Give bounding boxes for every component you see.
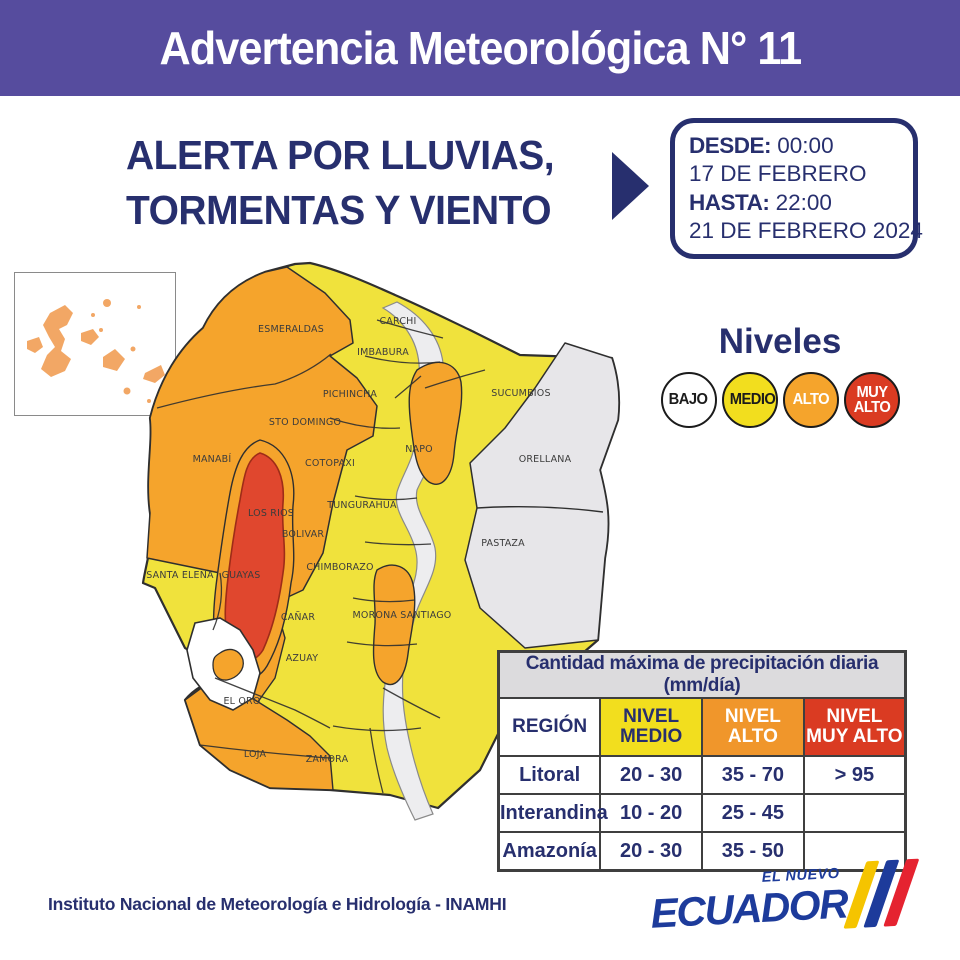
table-title: Cantidad máxima de precipitación diaria … [497, 650, 907, 699]
level-badge-medio: MEDIO [721, 372, 778, 428]
province-borders [156, 319, 486, 794]
province-label: PASTAZA [481, 538, 525, 549]
border-orellana-pastaza [476, 505, 604, 513]
table-row: Amazonía 20 - 30 35 - 50 [497, 831, 907, 872]
table-cell: 35 - 50 [701, 831, 805, 872]
province-label: STO DOMINGO [269, 417, 341, 428]
arrow-right-icon [612, 152, 649, 220]
levels-row: BAJO MEDIO ALTO MUY ALTO [652, 372, 908, 428]
el-nuevo-ecuador-logo: EL NUEVO ECUADOR [649, 858, 920, 938]
table-cell [802, 831, 907, 872]
province-labels: ESMERALDAS CARCHI IMBABURA PICHINCHA STO DOM… [146, 316, 571, 765]
table-cell: Amazonía [497, 831, 602, 872]
precipitation-table: Cantidad máxima de precipitación diaria … [497, 650, 907, 872]
period-to-date: 21 DE FEBRERO 2024 [689, 218, 923, 244]
levels-title: Niveles [718, 322, 842, 361]
province-label: SUCUMBIOS [491, 388, 550, 399]
province-label: TUNGURAHUA [326, 500, 397, 511]
table-col-header: NIVEL MUY ALTO [802, 697, 907, 757]
table-cell: 20 - 30 [599, 831, 703, 872]
province-label: COTOPAXI [305, 458, 355, 469]
province-label: GUAYAS [222, 570, 261, 581]
table-cell: 25 - 45 [701, 793, 805, 833]
validity-period-box: DESDE: 00:00 17 DE FEBRERO HASTA: 22:00 … [670, 118, 923, 260]
galapagos-islands-map [27, 299, 165, 403]
table-cell: 10 - 20 [599, 793, 703, 833]
map-zone-east-gray [464, 342, 620, 649]
province-label: LOS RIOS [248, 508, 294, 519]
table-header-row: REGIÓN NIVEL MEDIO NIVEL ALTO NIVEL MUY ALT… [497, 697, 907, 757]
alert-title-bold: LLUVIAS, [380, 132, 555, 178]
map-zone-west-orange [146, 266, 378, 604]
flag-stripes-icon [843, 858, 920, 929]
map-zone-napo-orange [408, 361, 463, 485]
province-label: NAPO [405, 444, 433, 455]
province-label: LOJA [244, 749, 267, 760]
level-badge-alto: ALTO [782, 372, 839, 428]
table-col-header: REGIÓN [497, 697, 602, 757]
logo-text: EL NUEVO ECUADOR [649, 866, 849, 937]
alert-title-line2: TORMENTAS Y VIENTO [126, 187, 552, 234]
table-row: Litoral 20 - 30 35 - 70 > 95 [497, 755, 907, 795]
table-cell: Litoral [497, 755, 602, 795]
province-label: ORELLANA [519, 454, 572, 465]
province-label: CARCHI [379, 316, 416, 327]
level-badge-bajo: BAJO [660, 372, 717, 428]
province-label: MANABÍ [193, 453, 232, 465]
alert-title-prefix: ALERTA POR [126, 132, 381, 178]
province-label: BOLIVAR [282, 529, 325, 540]
page-title: Advertencia Meteorológica N° 11 [159, 22, 802, 74]
province-label: CHIMBORAZO [306, 562, 373, 573]
galapagos-inset [14, 272, 176, 416]
level-badge-label: BAJO [669, 391, 708, 409]
table-cell: 35 - 70 [701, 755, 805, 795]
alert-title: ALERTA POR LLUVIAS, TORMENTAS Y VIENTO [126, 128, 555, 239]
province-label: AZUAY [286, 653, 319, 664]
table-col-header: NIVEL ALTO [701, 697, 805, 757]
level-badge-label: ALTO [792, 391, 829, 409]
period-from: DESDE: 00:00 [689, 133, 834, 158]
level-badge-label: MUY ALTO [853, 383, 890, 416]
table-cell: > 95 [802, 755, 907, 795]
table-cell: 20 - 30 [599, 755, 703, 795]
table-cell [802, 793, 907, 833]
map-zone-morona-orange [372, 564, 416, 686]
table-body: Litoral 20 - 30 35 - 70 > 95 Interandina 10 -… [497, 755, 907, 872]
province-label: ESMERALDAS [258, 324, 324, 335]
province-label: IMBABURA [357, 347, 409, 358]
province-label: CAÑAR [281, 612, 316, 623]
province-label: SANTA ELENA [146, 570, 214, 581]
level-badge-label: MEDIO [729, 391, 775, 409]
level-badge-muy-alto: MUY ALTO [843, 372, 900, 428]
period-from-date: 17 DE FEBRERO [689, 161, 867, 187]
header-banner: Advertencia Meteorológica N° 11 [0, 0, 960, 96]
logo-main-text: ECUADOR [649, 880, 849, 937]
province-label: PICHINCHA [323, 389, 378, 400]
puna-island [212, 648, 244, 681]
table-col-header: NIVEL MEDIO [599, 697, 703, 757]
levels-legend: Niveles BAJO MEDIO ALTO MUY ALTO [652, 322, 908, 428]
institution-name: Instituto Nacional de Meteorología e Hid… [48, 894, 507, 914]
table-cell: Interandina [497, 793, 608, 833]
table-row: Interandina 10 - 20 25 - 45 [497, 793, 907, 833]
province-label: EL ORO [223, 696, 260, 707]
period-to: HASTA: 22:00 [689, 189, 832, 215]
province-label: ZAMORA [306, 754, 349, 765]
province-label: MORONA SANTIAGO [353, 610, 452, 621]
